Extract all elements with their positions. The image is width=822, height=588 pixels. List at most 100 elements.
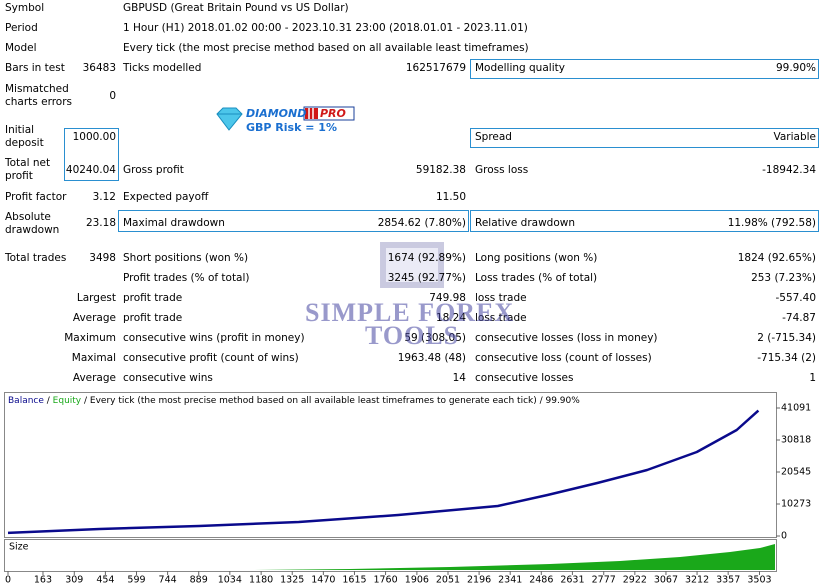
label: Maximal [71,352,116,364]
label: loss trade [475,312,527,324]
label: Maximum [64,332,116,344]
x-tick-label: 2777 [592,575,616,586]
pro-text: PRO [320,107,346,120]
label: consecutive loss (count of losses) [475,352,652,364]
x-tick-label: 2051 [436,575,460,586]
x-tick-label: 1470 [311,575,335,586]
label: Maximal drawdown [123,217,225,229]
value: 18.24 [435,312,466,324]
y-tick-label: 0 [781,531,787,542]
value: 36483 [82,62,116,74]
x-tick-label: 744 [159,575,177,586]
highlight-box [470,59,819,79]
label: Profit trades (% of total) [123,272,250,284]
highlight-box [64,128,119,181]
value: 1 [809,372,816,384]
label: Symbol [5,2,45,14]
label: Relative drawdown [475,217,576,229]
value: 11.50 [435,191,466,203]
label: Spread [475,131,512,143]
value: -557.40 [775,292,816,304]
highlight-box [470,210,819,232]
x-tick-label: 1906 [405,575,429,586]
x-tick-label: 3357 [716,575,740,586]
value: 253 (7.23%) [751,272,816,284]
value: 1 Hour (H1) 2018.01.02 00:00 - 2023.10.3… [123,22,528,34]
label: Model [5,42,37,54]
value: Every tick (the most precise method base… [123,42,529,54]
label: Average [72,372,116,384]
y-tick-label: 10273 [781,498,811,509]
pro-badge [303,106,355,121]
x-tick-label: 2196 [467,575,491,586]
value: 3245 (92.77%) [387,272,466,284]
value: 749.98 [429,292,466,304]
value: 3498 [89,252,116,264]
watermark-site: SIMPLE FOREX [305,298,515,327]
value: -715.34 (2) [757,352,816,364]
x-tick-label: 2486 [529,575,553,586]
legend-equity: Equity [52,396,82,406]
x-tick-label: 1760 [373,575,397,586]
x-tick-label: 0 [5,575,11,586]
label: Period [5,22,38,34]
label: Largest [76,292,116,304]
x-tick-label: 3067 [654,575,678,586]
value: 59182.38 [415,164,466,176]
watermark-risk: GBP Risk = 1% [246,121,337,134]
value: 23.18 [85,217,116,229]
watermark-site: TOOLS [365,321,460,350]
value: 3.12 [92,191,116,203]
label: Ticks modelled [123,62,202,74]
size-area [250,544,775,570]
legend-sep: / [43,396,53,406]
label: Mismatched charts errors [5,83,72,108]
highlight-box [118,210,469,232]
value: -18942.34 [762,164,816,176]
label: profit trade [123,292,183,304]
diamond-icon [216,107,243,131]
label: consecutive wins (profit in money) [123,332,305,344]
value: 14 [452,372,466,384]
value: 11.98% (792.58) [727,217,816,229]
x-tick-label: 2341 [498,575,522,586]
x-tick-label: 889 [190,575,208,586]
watermark-logo [380,242,444,288]
label: consecutive wins [123,372,213,384]
label: profit trade [123,312,183,324]
x-tick-label: 2631 [560,575,584,586]
x-tick-label: 1180 [249,575,273,586]
label: Bars in test [5,62,65,74]
y-tick-label: 20545 [781,466,811,477]
label: Average [72,312,116,324]
x-tick-label: 309 [65,575,83,586]
x-tick-label: 3503 [747,575,771,586]
label: Short positions (won %) [123,252,249,264]
label: consecutive profit (count of wins) [123,352,299,364]
value: 1000.00 [72,131,116,143]
label: Initial deposit [5,124,44,149]
value: 59 (308.05) [404,332,466,344]
value: 1674 (92.89%) [387,252,466,264]
value: 2854.62 (7.80%) [377,217,466,229]
label: Absolute drawdown [5,211,60,236]
value: GBPUSD (Great Britain Pound vs US Dollar… [123,2,349,14]
value: 99.90% [775,62,816,74]
x-tick-label: 163 [34,575,52,586]
label: loss trade [475,292,527,304]
label: Total net profit [5,157,51,182]
x-tick-label: 599 [127,575,145,586]
label: Loss trades (% of total) [475,272,598,284]
plot-frame [4,392,777,538]
label: consecutive losses [475,372,574,384]
legend-text: / Every tick (the most precise method ba… [81,396,580,406]
label: Expected payoff [123,191,209,203]
value: 1824 (92.65%) [737,252,816,264]
legend-balance: Balance [8,396,44,406]
value: 162517679 [405,62,466,74]
label: Profit factor [5,191,67,203]
y-tick-label: 41091 [781,402,811,413]
highlight-box [470,128,819,148]
